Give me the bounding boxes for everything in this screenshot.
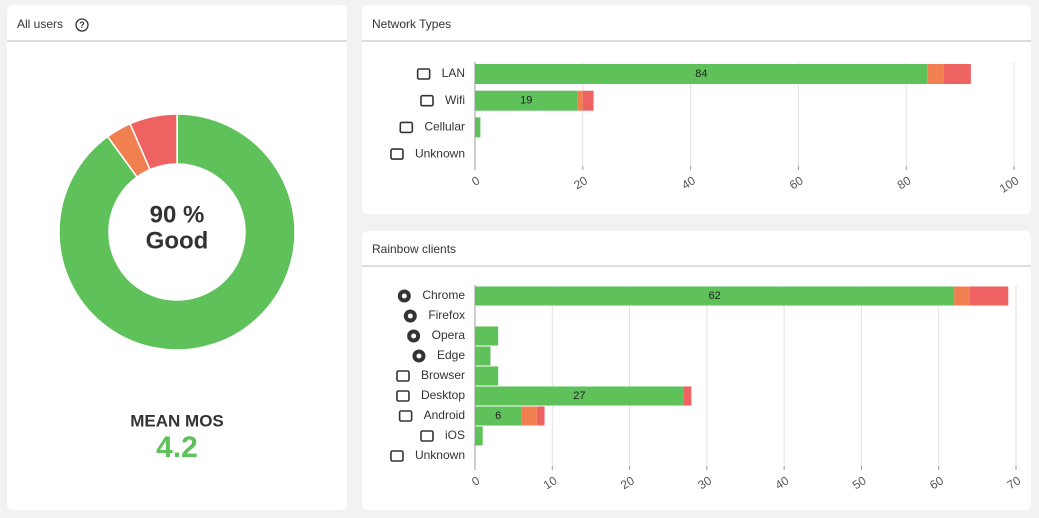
icon-shape (398, 410, 413, 422)
svg-text:?: ? (79, 20, 85, 30)
category-icon (397, 289, 411, 303)
category-label: Browser (421, 368, 465, 382)
panel-title: All users (17, 17, 63, 31)
mean-label: MEAN MOS (130, 411, 224, 430)
category-icon (403, 309, 417, 323)
category-icon (390, 450, 404, 462)
bar-segment (683, 386, 692, 406)
data-label: 27 (573, 390, 585, 402)
bar-segment (475, 64, 928, 84)
category-label: Opera (432, 328, 466, 342)
donut-center-label: 90 % (150, 201, 205, 228)
icon-shape (396, 390, 410, 402)
category-label: LAN (442, 66, 465, 80)
category-icon (390, 148, 404, 160)
category-icon (416, 68, 431, 80)
category-label: Android (424, 408, 465, 422)
panel (362, 5, 1031, 214)
category-icon (407, 329, 421, 343)
category-label: Unknown (415, 146, 465, 160)
bar-segment (475, 386, 684, 406)
category-label: Chrome (422, 288, 465, 302)
category-label: Cellular (424, 120, 465, 134)
icon-shape (390, 148, 404, 160)
category-icon (398, 410, 413, 422)
bar-segment (475, 406, 522, 426)
bar-segment (475, 90, 578, 111)
bar-segment (475, 366, 499, 386)
data-label: 84 (695, 68, 707, 80)
category-icon (420, 94, 434, 107)
icon-shape (420, 430, 434, 442)
icon-shape (416, 68, 431, 80)
help-icon[interactable]: ? (75, 18, 89, 32)
bar-segment (475, 286, 955, 306)
bar-segment (536, 406, 545, 426)
bar-segment (475, 346, 491, 366)
bar-segment (969, 286, 1009, 306)
bar-segment (577, 90, 583, 111)
category-label: iOS (445, 428, 465, 442)
icon-shape (396, 370, 410, 382)
category-label: Unknown (415, 448, 465, 462)
data-label: 6 (495, 410, 501, 422)
donut-segment (58, 113, 296, 351)
donut-center-sublabel: Good (146, 227, 209, 254)
bar-segment (475, 426, 483, 446)
bar-segment (521, 406, 537, 426)
icon-shape (401, 293, 407, 299)
mean-value: 4.2 (156, 431, 198, 464)
category-label: Desktop (421, 388, 465, 402)
category-icon (420, 430, 434, 442)
icon-shape (390, 450, 404, 462)
bar-segment (475, 326, 499, 346)
panel-title: Network Types (372, 17, 451, 31)
category-label: Firefox (428, 308, 465, 322)
bar-segment (954, 286, 970, 306)
data-label: 19 (520, 95, 532, 107)
category-icon (396, 370, 410, 382)
panel (7, 5, 347, 510)
category-label: Wifi (445, 93, 465, 107)
icon-shape (416, 353, 422, 359)
category-icon (396, 390, 410, 402)
donut-segment (129, 113, 178, 171)
bar-segment (943, 64, 971, 84)
icon-shape (407, 313, 413, 319)
icon-shape (411, 333, 417, 339)
icon-shape (399, 121, 414, 134)
data-label: 62 (708, 290, 720, 302)
category-icon (399, 121, 414, 134)
icon-shape (420, 94, 434, 107)
category-icon (412, 349, 426, 363)
bar-segment (582, 90, 594, 111)
category-label: Edge (437, 348, 465, 362)
bar-segment (927, 64, 944, 84)
panel-title: Rainbow clients (372, 242, 456, 256)
bar-segment (475, 117, 481, 138)
